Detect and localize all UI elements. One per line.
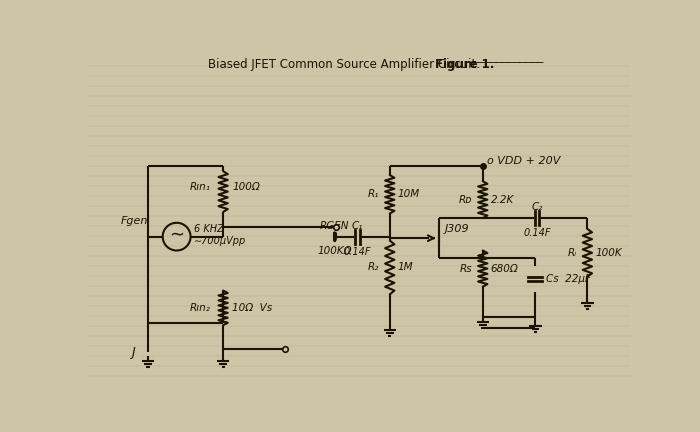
Text: Rᴅ: Rᴅ <box>458 195 472 205</box>
Text: 680Ω: 680Ω <box>491 264 518 273</box>
Text: 100K: 100K <box>595 248 622 258</box>
Text: 100Ω: 100Ω <box>232 181 260 191</box>
Text: 10M: 10M <box>398 189 420 199</box>
Text: Rₗ: Rₗ <box>568 248 577 258</box>
Text: Cs  22μF: Cs 22μF <box>546 274 592 284</box>
Text: C₁: C₁ <box>351 221 363 231</box>
Text: 1M: 1M <box>398 262 413 273</box>
Text: ∼: ∼ <box>169 226 184 244</box>
Text: ∼700μVpp: ∼700μVpp <box>194 236 246 246</box>
Text: o VDD + 20V: o VDD + 20V <box>487 156 561 166</box>
Text: J: J <box>131 346 134 359</box>
Text: Fgen: Fgen <box>120 216 148 226</box>
Text: Rs: Rs <box>459 264 472 273</box>
Text: R₁: R₁ <box>368 189 379 199</box>
Text: 6 KHZ: 6 KHZ <box>194 224 223 234</box>
Text: RGEN: RGEN <box>320 221 349 231</box>
Text: ─────────────: ───────────── <box>468 58 544 68</box>
Text: Figure 1.: Figure 1. <box>435 58 495 71</box>
Text: 2.2K: 2.2K <box>491 195 514 205</box>
Text: C₂: C₂ <box>531 202 542 213</box>
Text: Rın₂: Rın₂ <box>190 303 210 313</box>
Text: 10Ω  Vs: 10Ω Vs <box>232 303 272 313</box>
Text: R₂: R₂ <box>368 262 379 273</box>
Text: Rın₁: Rın₁ <box>190 181 210 191</box>
Text: 0.14F: 0.14F <box>524 228 551 238</box>
Text: 0.14F: 0.14F <box>344 247 371 257</box>
Text: J309: J309 <box>444 224 470 234</box>
Text: 100KΩ: 100KΩ <box>318 246 352 256</box>
Text: Biased JFET Common Source Amplifier Circuit:: Biased JFET Common Source Amplifier Circ… <box>208 58 487 71</box>
